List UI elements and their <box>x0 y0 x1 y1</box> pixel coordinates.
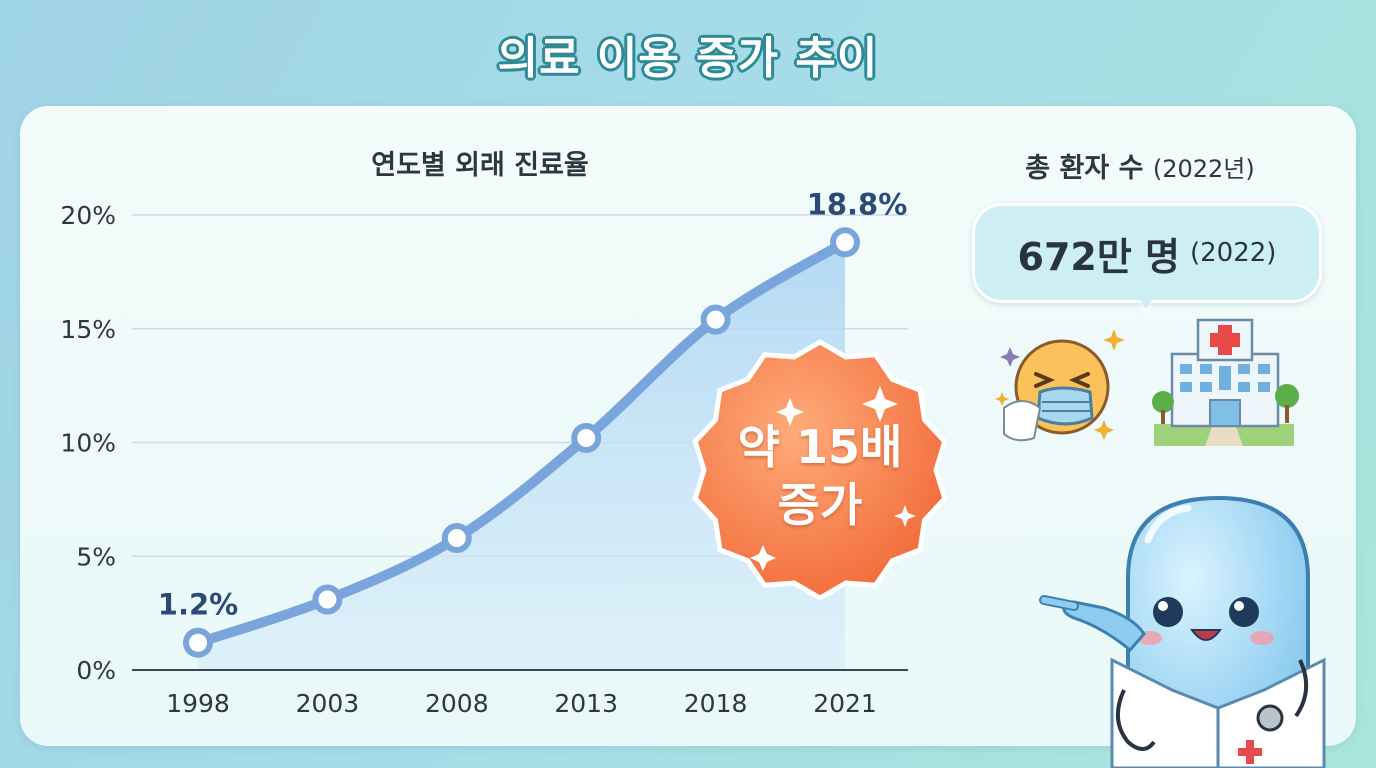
x-tick-label: 2018 <box>684 689 748 718</box>
hospital-building-icon <box>1152 318 1299 446</box>
total-patients-year: (2022) <box>1190 238 1277 268</box>
side-panel-title: 총 환자 수 (2022년) <box>980 146 1300 185</box>
data-point <box>571 422 602 453</box>
x-tick-label: 2008 <box>425 689 489 718</box>
y-tick-label: 20% <box>60 201 116 230</box>
growth-badge-line1: 약 15배 <box>737 420 903 474</box>
growth-badge-line2: 증가 <box>777 478 863 532</box>
page-title: 의료 이용 증가 추이 <box>497 33 879 84</box>
x-tick-label: 1998 <box>166 689 230 718</box>
y-tick-label: 15% <box>60 315 116 344</box>
y-tick-label: 0% <box>76 656 116 685</box>
data-points <box>183 227 860 658</box>
sneezing-face-mask-icon <box>995 329 1125 442</box>
growth-badge-text: 약 15배 증가 <box>700 418 940 534</box>
speech-bubble-tail-fill <box>1134 292 1158 309</box>
speech-bubble: 672만 명 (2022) <box>972 203 1322 303</box>
data-point <box>700 304 731 335</box>
y-tick-label: 5% <box>76 542 116 571</box>
sparkle-icon <box>750 386 916 571</box>
data-point <box>441 523 472 554</box>
data-label: 1.2% <box>158 588 238 622</box>
data-point <box>312 584 343 615</box>
tick-labels: 0% 5% 10% 15% 20% 1998 2003 2008 2013 2018 2021 1.2… <box>60 187 907 718</box>
side-panel-title-main: 총 환자 수 <box>1025 153 1144 184</box>
data-label: 18.8% <box>807 187 908 221</box>
x-tick-label: 2003 <box>296 689 360 718</box>
y-tick-label: 10% <box>60 429 116 458</box>
chart-title: 연도별 외래 진료율 <box>371 150 589 181</box>
x-tick-label: 2021 <box>813 689 877 718</box>
total-patients-value: 672만 명 <box>1017 234 1180 279</box>
side-panel-title-sub: (2022년) <box>1152 155 1255 183</box>
x-tick-label: 2013 <box>554 689 618 718</box>
capsule-doctor-mascot-icon <box>1039 495 1326 768</box>
growth-badge <box>692 339 948 601</box>
data-point <box>830 227 860 258</box>
data-point <box>183 627 213 658</box>
